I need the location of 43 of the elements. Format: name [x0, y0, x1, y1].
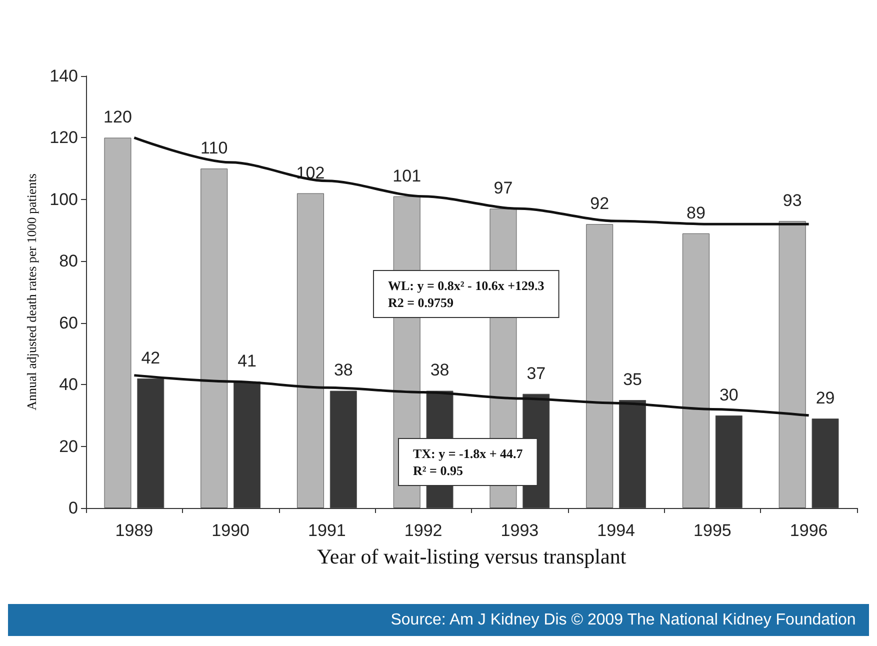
y-tick-label: 100 [50, 190, 78, 209]
data-label: 29 [816, 388, 835, 408]
y-tick-label: 140 [50, 66, 78, 86]
line-series [132, 136, 810, 226]
y-axis-title: Annual adjusted death rates per 1000 patients [24, 174, 39, 410]
bar [586, 224, 614, 508]
y-tick-label: 60 [59, 313, 78, 332]
y-tick-label: 20 [59, 436, 78, 456]
data-label: 101 [392, 166, 422, 186]
x-tick-label: 1992 [404, 521, 442, 540]
x-axis-title: Year of wait-listing versus transplant [316, 544, 626, 568]
data-label: 120 [104, 108, 132, 127]
annotation: TX: y = -1.8x + 44.7 R² = 0.95 [413, 446, 524, 478]
x-tick-label: 1989 [115, 521, 154, 540]
data-label: 41 [238, 351, 256, 370]
bar [682, 233, 710, 508]
bar [296, 193, 324, 508]
bar [778, 221, 806, 508]
data-label: 37 [526, 364, 546, 383]
data-label: 35 [623, 370, 642, 389]
data-label: 97 [494, 178, 513, 198]
y-tick-label: 80 [59, 252, 78, 271]
x-tick-label: 1990 [212, 521, 250, 540]
data-label: 93 [782, 191, 802, 210]
data-label: 30 [719, 385, 738, 404]
source-note: Source: Am J Kidney Dis © 2009 The National Kidney Foundation [390, 612, 856, 628]
data-label: 38 [430, 360, 450, 380]
data-label: 110 [200, 138, 228, 158]
data-label: 42 [141, 348, 160, 368]
x-tick-label: 1993 [500, 521, 539, 540]
data-label: 92 [590, 194, 610, 214]
data-label: 89 [686, 203, 706, 222]
x-tick-label: 1996 [790, 521, 828, 540]
x-tick-label: 1994 [597, 521, 635, 540]
y-tick-label: 40 [59, 375, 78, 394]
y-tick-label: 0 [68, 498, 78, 518]
y-tick-label: 120 [50, 128, 78, 148]
bar [200, 168, 228, 508]
annotation: WL: y = 0.8x² - 10.6x +129.3 R2 = 0.9759 [388, 278, 545, 310]
x-tick-label: 1991 [308, 521, 346, 540]
data-label: 38 [334, 360, 353, 380]
x-tick-label: 1995 [694, 521, 732, 540]
bar [104, 138, 132, 508]
